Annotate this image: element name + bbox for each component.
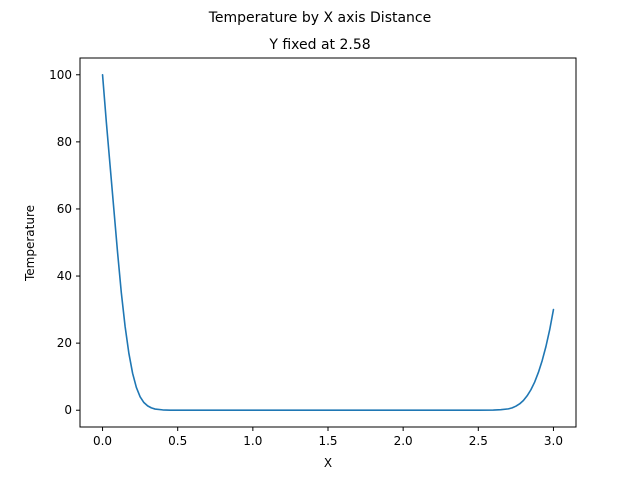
chart-suptitle: Temperature by X axis Distance [208, 10, 432, 26]
y-tick-label: 0 [64, 403, 72, 417]
y-axis-ticks: 0 20 40 60 80 100 [49, 68, 80, 417]
x-axis-label: X [324, 456, 332, 470]
x-tick-label: 0.5 [168, 434, 187, 448]
series-layer [101, 73, 555, 412]
y-tick-label: 20 [57, 336, 72, 350]
x-tick-label: 2.5 [469, 434, 488, 448]
y-tick-label: 40 [57, 269, 72, 283]
y-axis-label: Temperature [23, 205, 37, 282]
chart-title: Y fixed at 2.58 [268, 37, 370, 53]
x-tick-label: 1.5 [318, 434, 337, 448]
temperature-series-line [101, 73, 555, 412]
y-tick-label: 80 [57, 135, 72, 149]
x-axis-ticks: 0.0 0.5 1.0 1.5 2.0 2.5 3.0 [93, 427, 563, 448]
y-tick-label: 100 [49, 68, 72, 82]
x-tick-label: 1.0 [243, 434, 262, 448]
y-tick-label: 60 [57, 202, 72, 216]
plot-area-frame [79, 57, 577, 428]
x-tick-label: 0.0 [93, 434, 112, 448]
x-tick-label: 2.0 [394, 434, 413, 448]
x-tick-label: 3.0 [544, 434, 563, 448]
